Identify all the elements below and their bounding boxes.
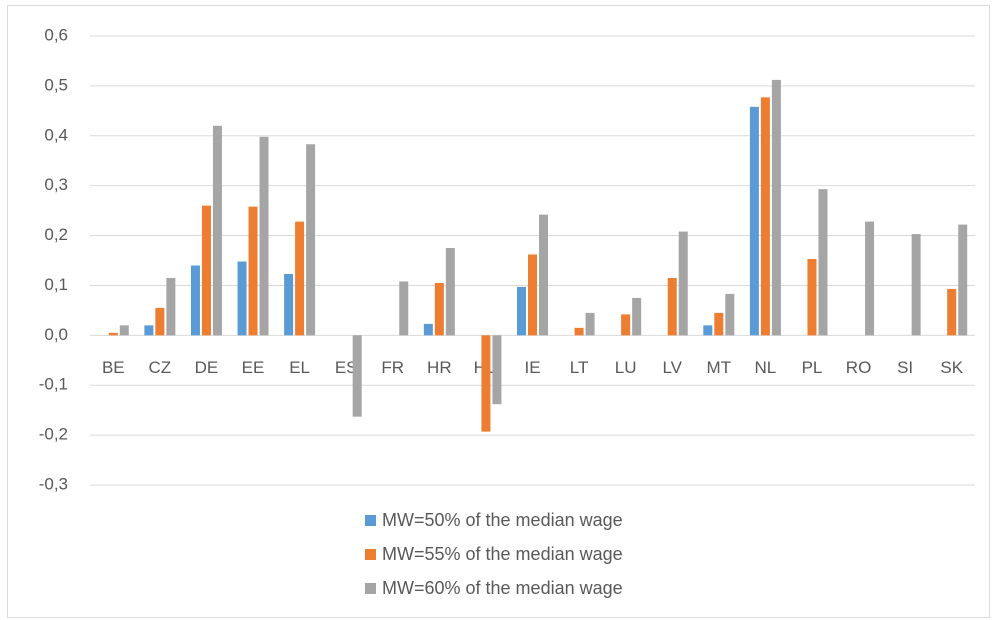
bar: [958, 224, 968, 336]
bar: [166, 277, 176, 336]
x-tick-label: HR: [427, 358, 452, 377]
bar: [295, 221, 305, 336]
bar: [760, 97, 770, 336]
bar: [678, 231, 688, 336]
y-tick-label: 0,3: [44, 175, 68, 194]
bar: [749, 106, 759, 336]
y-tick-label: 0,1: [44, 275, 68, 294]
bar: [212, 125, 222, 336]
y-tick-label: -0,2: [39, 425, 68, 444]
legend-swatch: [365, 515, 376, 526]
bar: [528, 254, 537, 336]
y-tick-label: -0,3: [39, 474, 68, 493]
bar: [807, 259, 817, 336]
x-tick-label: ES: [335, 358, 358, 377]
bar: [306, 144, 316, 336]
bar: [667, 277, 677, 336]
x-tick-label: EL: [289, 358, 310, 377]
y-tick-label: 0,2: [44, 225, 68, 244]
bar: [190, 265, 200, 336]
bar: [911, 234, 921, 336]
bar: [155, 307, 165, 336]
x-tick-label: DE: [195, 358, 219, 377]
y-tick-label: -0,1: [39, 375, 68, 394]
bar: [259, 136, 269, 336]
y-tick-label: 0,0: [44, 325, 68, 344]
bar: [481, 335, 491, 432]
bar: [947, 288, 957, 336]
x-tick-label: IE: [524, 358, 540, 377]
legend-swatch: [365, 583, 376, 594]
y-tick-label: 0,4: [44, 125, 68, 144]
x-tick-label: FR: [381, 358, 404, 377]
bar: [703, 325, 713, 336]
bar: [434, 282, 444, 336]
bar: [445, 248, 455, 336]
x-tick-label: SK: [940, 358, 963, 377]
legend-swatch: [365, 549, 376, 560]
bar: [284, 273, 294, 336]
bar: [492, 335, 502, 405]
y-tick-label: 0,6: [44, 25, 68, 44]
bar: [108, 332, 118, 336]
bar: [725, 293, 735, 336]
bar: [818, 189, 828, 336]
bar: [248, 206, 258, 336]
x-tick-label: NL: [755, 358, 777, 377]
bar: [517, 286, 526, 336]
x-tick-label: LV: [662, 358, 682, 377]
bar: [119, 325, 129, 336]
x-tick-label: BE: [102, 358, 125, 377]
bar: [144, 325, 154, 336]
y-tick-label: 0,5: [44, 75, 68, 94]
bar: [771, 79, 781, 336]
x-tick-label: LT: [570, 358, 589, 377]
bar: [201, 205, 211, 336]
bar: [539, 214, 548, 336]
bar: [237, 261, 247, 336]
chart-frame: [7, 5, 990, 618]
legend-label: MW=55% of the median wage: [382, 544, 623, 564]
bar: [352, 335, 362, 417]
x-tick-label: RO: [846, 358, 872, 377]
bar: [399, 281, 409, 336]
bar: [574, 327, 584, 336]
x-tick-label: CZ: [149, 358, 172, 377]
bar: [632, 297, 642, 336]
bar: [423, 323, 433, 336]
x-tick-label: EE: [242, 358, 265, 377]
legend-label: MW=60% of the median wage: [382, 578, 623, 598]
legend-label: MW=50% of the median wage: [382, 510, 623, 530]
bar: [865, 221, 875, 336]
x-tick-label: SI: [897, 358, 913, 377]
bar: [585, 312, 595, 336]
bar: [714, 312, 724, 336]
x-tick-label: LU: [615, 358, 637, 377]
x-tick-label: PL: [802, 358, 823, 377]
bar: [621, 314, 631, 336]
x-tick-label: MT: [707, 358, 732, 377]
